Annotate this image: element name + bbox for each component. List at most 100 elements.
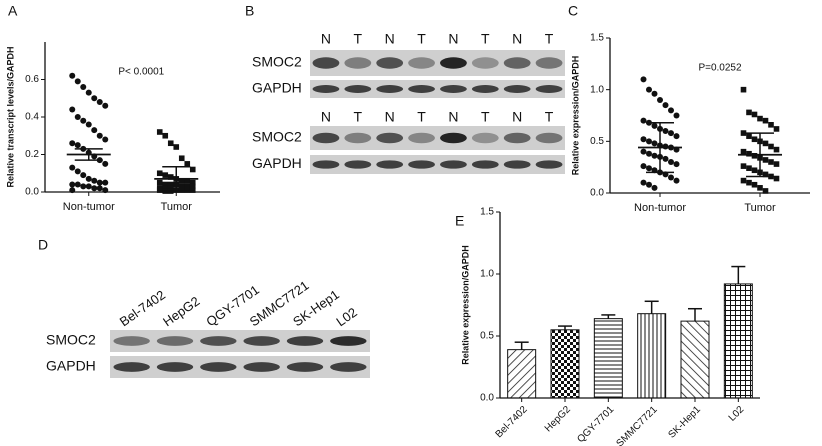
blot-band bbox=[408, 85, 435, 93]
blot-band bbox=[440, 57, 467, 69]
annotation: P< 0.0001 bbox=[118, 67, 164, 78]
x-tick-label: HepG2 bbox=[543, 404, 573, 434]
data-point bbox=[746, 165, 752, 171]
x-tick-label: Bel-7402 bbox=[494, 404, 530, 440]
data-point bbox=[762, 171, 769, 178]
data-point bbox=[746, 109, 752, 116]
data-point bbox=[69, 181, 76, 188]
lane-label: T bbox=[354, 109, 363, 125]
data-point bbox=[662, 155, 669, 162]
x-tick-label: Non-tumor bbox=[634, 202, 686, 214]
panel-label: D bbox=[38, 237, 48, 253]
data-point bbox=[167, 185, 174, 192]
blot-band bbox=[471, 85, 499, 93]
data-point bbox=[156, 187, 163, 193]
data-point bbox=[762, 157, 769, 163]
x-tick-label: Tumor bbox=[744, 202, 776, 214]
data-point bbox=[178, 155, 185, 162]
data-point bbox=[156, 170, 163, 177]
data-point bbox=[740, 148, 747, 155]
data-point bbox=[651, 90, 658, 97]
data-point bbox=[167, 140, 174, 147]
blot-band bbox=[440, 85, 467, 93]
data-point bbox=[178, 183, 185, 190]
data-point bbox=[651, 152, 658, 159]
data-point bbox=[668, 107, 674, 114]
bar bbox=[680, 320, 710, 399]
data-point bbox=[162, 172, 169, 178]
blot-band bbox=[408, 132, 435, 144]
data-point bbox=[640, 117, 647, 124]
data-point bbox=[80, 84, 87, 90]
annotation: P=0.0252 bbox=[698, 63, 742, 74]
row-label: SMOC2 bbox=[252, 129, 302, 145]
data-point bbox=[189, 187, 196, 193]
x-tick-label: Non-tumor bbox=[63, 201, 115, 213]
panel-label: A bbox=[8, 3, 18, 19]
panel-label: E bbox=[455, 213, 464, 229]
data-point bbox=[162, 132, 169, 139]
data-point bbox=[662, 128, 669, 134]
data-point bbox=[768, 143, 774, 150]
data-point bbox=[768, 122, 774, 128]
data-point bbox=[640, 163, 647, 170]
lane-label: T bbox=[545, 31, 554, 47]
lane-label: N bbox=[512, 109, 522, 125]
blot-band bbox=[330, 336, 367, 346]
data-point bbox=[85, 121, 92, 128]
data-point bbox=[156, 179, 163, 186]
y-axis-label: Relative expression/GAPDH bbox=[460, 245, 470, 365]
data-point bbox=[646, 138, 652, 145]
data-point bbox=[69, 72, 76, 79]
data-point bbox=[167, 174, 174, 180]
data-point bbox=[91, 177, 98, 184]
bar bbox=[637, 313, 667, 399]
blot-band bbox=[200, 362, 237, 372]
data-point bbox=[662, 102, 669, 109]
y-tick-label: 1.0 bbox=[480, 269, 494, 280]
blot-band bbox=[471, 160, 499, 169]
blot-band bbox=[312, 85, 340, 93]
bar bbox=[550, 329, 580, 399]
data-point bbox=[156, 129, 163, 135]
data-point bbox=[773, 161, 780, 167]
lane-label: T bbox=[481, 109, 490, 125]
lane-label: T bbox=[545, 109, 554, 125]
row-label: GAPDH bbox=[252, 155, 302, 171]
data-point bbox=[740, 86, 747, 93]
blot-band bbox=[330, 362, 367, 372]
y-axis-label: Relative transcript levels/GAPDH bbox=[5, 46, 15, 187]
data-point bbox=[773, 146, 780, 153]
data-point bbox=[651, 140, 658, 147]
blot-band bbox=[113, 336, 150, 346]
blot-band bbox=[440, 132, 467, 144]
blot-band bbox=[344, 57, 372, 69]
y-tick-label: 0.5 bbox=[590, 136, 604, 147]
blot-band bbox=[243, 362, 280, 372]
data-point bbox=[668, 159, 674, 165]
data-point bbox=[762, 140, 769, 147]
row-label: SMOC2 bbox=[46, 332, 96, 348]
data-point bbox=[762, 188, 769, 194]
y-axis-label: Relative expression/GAPDH bbox=[570, 56, 580, 176]
blot-band bbox=[471, 57, 499, 69]
x-tick-label: Tumor bbox=[161, 201, 193, 213]
data-point bbox=[773, 126, 780, 132]
data-point bbox=[74, 78, 81, 85]
panel-label: C bbox=[568, 3, 578, 19]
blot-strip bbox=[310, 80, 565, 98]
data-point bbox=[80, 183, 87, 190]
data-point bbox=[740, 177, 747, 184]
blot-strip bbox=[110, 356, 370, 378]
blot-band bbox=[535, 85, 563, 93]
blot-band bbox=[312, 160, 340, 169]
blot-band bbox=[312, 132, 340, 144]
data-point bbox=[96, 185, 103, 192]
data-point bbox=[80, 117, 87, 124]
data-point bbox=[184, 183, 191, 190]
data-point bbox=[74, 181, 81, 188]
bar bbox=[593, 318, 623, 399]
data-point bbox=[751, 111, 758, 118]
data-point bbox=[69, 187, 76, 194]
blot-band bbox=[408, 57, 435, 69]
